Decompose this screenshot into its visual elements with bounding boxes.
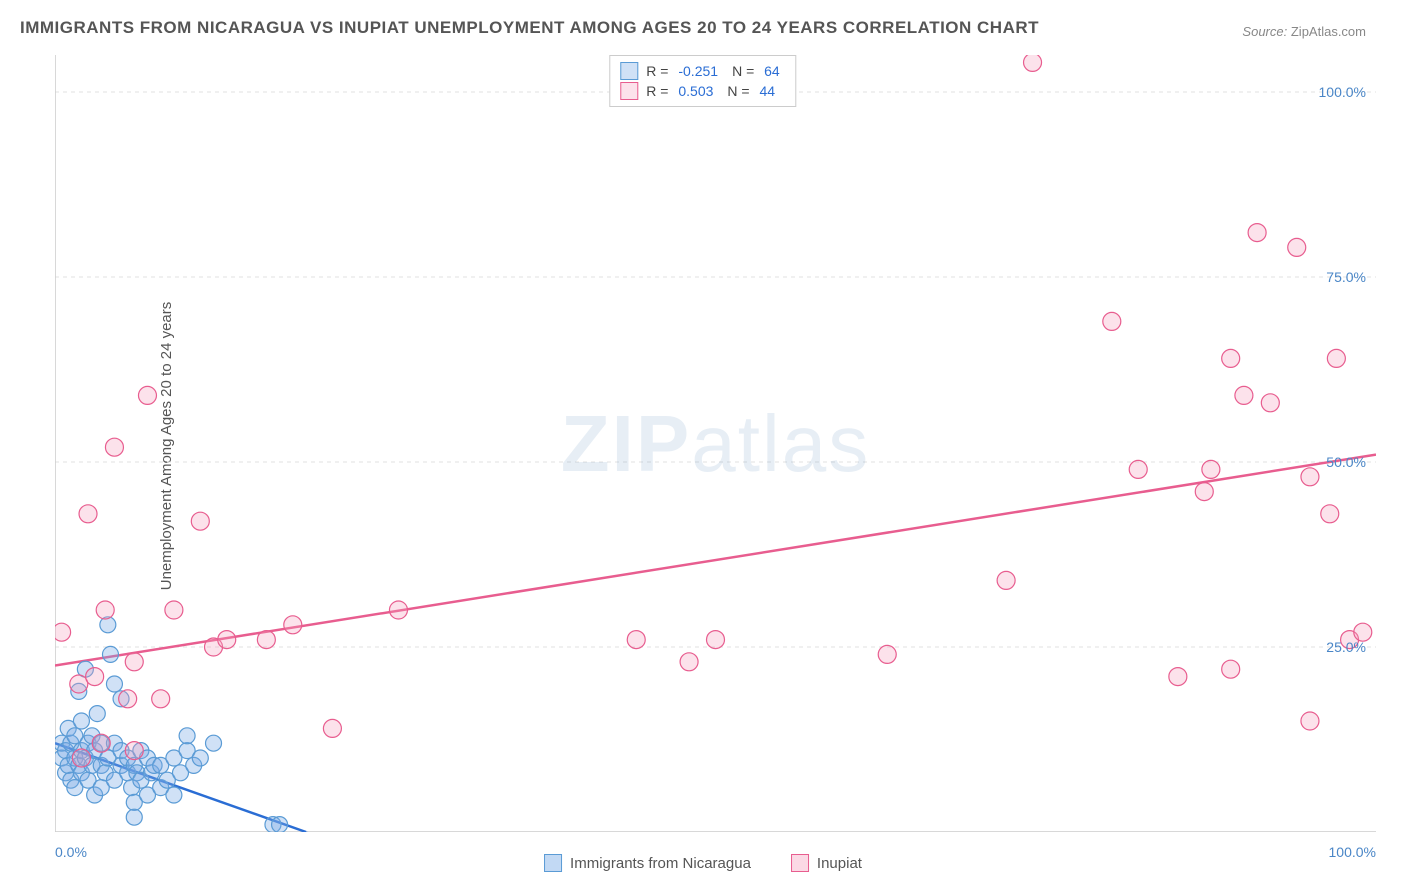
chart-title: IMMIGRANTS FROM NICARAGUA VS INUPIAT UNE… bbox=[20, 18, 1039, 38]
y-tick-label: 50.0% bbox=[1326, 454, 1366, 470]
legend-swatch-1 bbox=[544, 854, 562, 872]
x-axis-max-label: 100.0% bbox=[1329, 844, 1376, 860]
source-attribution: Source: ZipAtlas.com bbox=[1242, 24, 1366, 39]
y-tick-label: 75.0% bbox=[1326, 269, 1366, 285]
correlation-r-1: R = -0.251 bbox=[646, 63, 724, 79]
legend-swatch-2 bbox=[791, 854, 809, 872]
y-tick-label: 100.0% bbox=[1319, 84, 1366, 100]
y-tick-label: 25.0% bbox=[1326, 639, 1366, 655]
swatch-series-1 bbox=[620, 62, 638, 80]
correlation-n-2: N = 44 bbox=[727, 83, 781, 99]
correlation-n-1: N = 64 bbox=[732, 63, 786, 79]
legend-item-1: Immigrants from Nicaragua bbox=[544, 854, 751, 872]
legend-item-2: Inupiat bbox=[791, 854, 862, 872]
chart-svg bbox=[55, 55, 1376, 832]
correlation-row-1: R = -0.251 N = 64 bbox=[620, 62, 785, 80]
legend-label-1: Immigrants from Nicaragua bbox=[570, 855, 751, 872]
source-label: Source: bbox=[1242, 24, 1287, 39]
correlation-legend: R = -0.251 N = 64 R = 0.503 N = 44 bbox=[609, 55, 796, 107]
swatch-series-2 bbox=[620, 82, 638, 100]
correlation-r-2: R = 0.503 bbox=[646, 83, 719, 99]
chart-plot-area: ZIPatlas bbox=[55, 55, 1376, 832]
series-legend: Immigrants from Nicaragua Inupiat bbox=[544, 854, 862, 872]
x-axis-min-label: 0.0% bbox=[55, 844, 87, 860]
legend-label-2: Inupiat bbox=[817, 855, 862, 872]
source-value: ZipAtlas.com bbox=[1291, 24, 1366, 39]
correlation-row-2: R = 0.503 N = 44 bbox=[620, 82, 785, 100]
